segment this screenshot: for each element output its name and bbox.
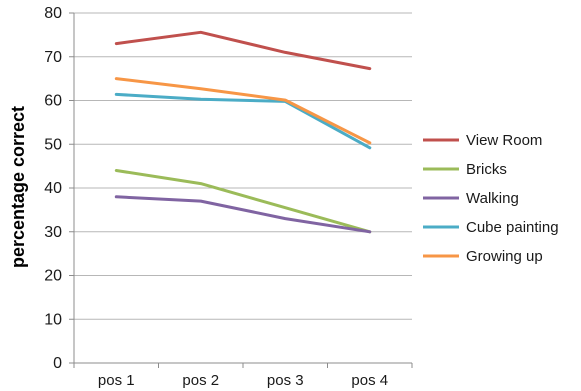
y-axis-label: percentage correct (8, 106, 28, 268)
legend-label: Walking (466, 190, 519, 207)
legend: View Room Bricks Walking Cube painting Growi… (423, 132, 559, 265)
series-lines (114, 30, 372, 234)
series-line-bricks (114, 169, 372, 234)
series-line-walking (114, 195, 372, 234)
y-tick-label: 10 (44, 311, 62, 328)
legend-entry: Growing up (423, 248, 543, 265)
legend-entry: Bricks (423, 161, 507, 178)
x-tick-label: pos 3 (267, 372, 304, 389)
legend-label: View Room (466, 132, 542, 149)
series-line-cube-painting (114, 92, 372, 150)
legend-label: Growing up (466, 248, 543, 265)
y-tick-labels: 0 10 20 30 40 50 60 70 80 (44, 5, 62, 372)
x-tick-labels: pos 1 pos 2 pos 3 pos 4 (98, 372, 388, 389)
axes (69, 12, 413, 368)
y-tick-label: 50 (44, 136, 62, 153)
y-tick-label: 60 (44, 93, 62, 110)
legend-entry: View Room (423, 132, 542, 149)
x-tick-label: pos 2 (182, 372, 219, 389)
y-tick-label: 80 (44, 5, 62, 22)
grid-lines (74, 12, 412, 320)
legend-label: Bricks (466, 161, 507, 178)
y-tick-label: 30 (44, 224, 62, 241)
legend-entry: Walking (423, 190, 519, 207)
y-tick-label: 20 (44, 268, 62, 285)
legend-entry: Cube painting (423, 219, 559, 236)
series-line-view-room (114, 30, 372, 71)
y-tick-label: 0 (53, 355, 62, 372)
y-tick-label: 70 (44, 49, 62, 66)
series-line-growing-up (114, 77, 372, 145)
x-tick-label: pos 4 (351, 372, 388, 389)
legend-label: Cube painting (466, 219, 559, 236)
y-tick-label: 40 (44, 180, 62, 197)
x-tick-label: pos 1 (98, 372, 135, 389)
